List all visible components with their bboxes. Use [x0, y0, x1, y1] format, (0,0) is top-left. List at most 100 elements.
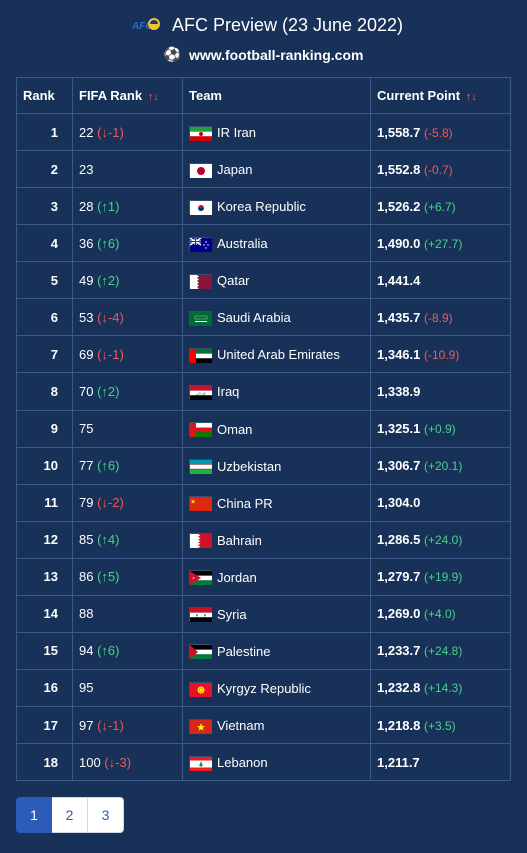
- team-name: Japan: [217, 162, 252, 177]
- rank-delta-down: (↓-1): [97, 125, 124, 140]
- table-row[interactable]: 328 (↑1)Korea Republic1,526.2 (+6.7): [17, 188, 511, 225]
- table-row[interactable]: 1695 Kyrgyz Republic1,232.8 (+14.3): [17, 669, 511, 706]
- cell-fifa-rank: 95: [73, 669, 183, 706]
- flag-icon: الله اكبر: [189, 385, 211, 399]
- col-rank[interactable]: Rank: [17, 78, 73, 114]
- cell-team: Uzbekistan: [183, 447, 371, 484]
- rank-delta-down: (↓-1): [97, 718, 124, 733]
- rank-delta-down: (↓-1): [97, 347, 124, 362]
- sort-icon[interactable]: ↑↓: [148, 91, 159, 103]
- cell-team: Palestine: [183, 632, 371, 669]
- cell-rank: 4: [17, 225, 73, 262]
- page-link[interactable]: 2: [52, 797, 88, 833]
- cell-fifa-rank: 97 (↓-1): [73, 707, 183, 744]
- cell-team: Bahrain: [183, 521, 371, 558]
- cell-points: 1,269.0 (+4.0): [371, 595, 511, 632]
- flag-icon: [189, 237, 211, 251]
- cell-team: Syria: [183, 595, 371, 632]
- cell-fifa-rank: 49 (↑2): [73, 262, 183, 299]
- flag-icon: [189, 756, 211, 770]
- flag-icon: [189, 348, 211, 362]
- table-row[interactable]: 1285 (↑4)Bahrain1,286.5 (+24.0): [17, 521, 511, 558]
- team-name: Uzbekistan: [217, 459, 281, 474]
- team-name: Qatar: [217, 273, 250, 288]
- table-row[interactable]: 1488 Syria1,269.0 (+4.0): [17, 595, 511, 632]
- table-row[interactable]: 436 (↑6)Australia1,490.0 (+27.7): [17, 225, 511, 262]
- table-row[interactable]: 1594 (↑6)Palestine1,233.7 (+24.8): [17, 632, 511, 669]
- cell-points: 1,552.8 (-0.7): [371, 151, 511, 188]
- table-row[interactable]: 1386 (↑5)Jordan1,279.7 (+19.9): [17, 558, 511, 595]
- cell-rank: 13: [17, 558, 73, 595]
- cell-rank: 18: [17, 744, 73, 781]
- team-name: China PR: [217, 496, 273, 511]
- svg-text:الله اكبر: الله اكبر: [195, 392, 206, 396]
- team-name: Saudi Arabia: [217, 310, 291, 325]
- col-fifa-rank[interactable]: FIFA Rank ↑↓: [73, 78, 183, 114]
- cell-fifa-rank: 77 (↑6): [73, 447, 183, 484]
- points-delta-up: (+6.7): [424, 200, 456, 214]
- cell-points: 1,304.0: [371, 484, 511, 521]
- table-row[interactable]: 549 (↑2) Qatar 1,441.4: [17, 262, 511, 299]
- cell-points: 1,490.0 (+27.7): [371, 225, 511, 262]
- flag-icon: [189, 200, 211, 214]
- cell-rank: 5: [17, 262, 73, 299]
- col-points[interactable]: Current Point ↑↓: [371, 78, 511, 114]
- cell-team: Australia: [183, 225, 371, 262]
- team-name: Syria: [217, 607, 247, 622]
- cell-fifa-rank: 79 (↓-2): [73, 484, 183, 521]
- cell-rank: 7: [17, 336, 73, 373]
- table-row[interactable]: 870 (↑2)الله اكبرIraq1,338.9: [17, 373, 511, 410]
- cell-fifa-rank: 86 (↑5): [73, 558, 183, 595]
- site-url[interactable]: www.football-ranking.com: [189, 47, 364, 63]
- cell-points: 1,211.7: [371, 744, 511, 781]
- table-row[interactable]: 769 (↓-1)United Arab Emirates1,346.1 (-1…: [17, 336, 511, 373]
- page-title-row: AFC AFC Preview (23 June 2022): [16, 14, 511, 36]
- col-team[interactable]: Team: [183, 78, 371, 114]
- points-delta-down: (-8.9): [424, 311, 453, 325]
- cell-rank: 6: [17, 299, 73, 336]
- table-row[interactable]: 653 (↓-4)Saudi Arabia1,435.7 (-8.9): [17, 299, 511, 336]
- cell-points: 1,346.1 (-10.9): [371, 336, 511, 373]
- cell-team: Korea Republic: [183, 188, 371, 225]
- rank-delta-up: (↑6): [97, 458, 119, 473]
- ranking-table: Rank FIFA Rank ↑↓ Team Current Point ↑↓ …: [16, 77, 511, 781]
- team-name: United Arab Emirates: [217, 347, 340, 362]
- table-row[interactable]: 1077 (↑6)Uzbekistan1,306.7 (+20.1): [17, 447, 511, 484]
- team-name: IR Iran: [217, 125, 256, 140]
- cell-fifa-rank: 22 (↓-1): [73, 114, 183, 151]
- cell-rank: 16: [17, 669, 73, 706]
- team-name: Palestine: [217, 644, 270, 659]
- flag-icon: [189, 311, 211, 325]
- flag-icon: [189, 126, 211, 140]
- cell-team: Vietnam: [183, 707, 371, 744]
- cell-fifa-rank: 94 (↑6): [73, 632, 183, 669]
- rank-delta-up: (↑5): [97, 569, 119, 584]
- table-row[interactable]: 1179 (↓-2)China PR1,304.0: [17, 484, 511, 521]
- rank-delta-down: (↓-3): [104, 755, 131, 770]
- cell-points: 1,441.4: [371, 262, 511, 299]
- table-header-row: Rank FIFA Rank ↑↓ Team Current Point ↑↓: [17, 78, 511, 114]
- cell-points: 1,558.7 (-5.8): [371, 114, 511, 151]
- page-link[interactable]: 3: [88, 797, 124, 833]
- table-row[interactable]: 122 (↓-1)IR Iran1,558.7 (-5.8): [17, 114, 511, 151]
- flag-icon: [189, 422, 211, 436]
- cell-team: Oman: [183, 410, 371, 447]
- table-row[interactable]: 18100 (↓-3)Lebanon1,211.7: [17, 744, 511, 781]
- team-name: Oman: [217, 422, 252, 437]
- page-link[interactable]: 1: [16, 797, 52, 833]
- table-row[interactable]: 975 Oman1,325.1 (+0.9): [17, 410, 511, 447]
- rank-delta-up: (↑6): [97, 643, 119, 658]
- points-delta-down: (-5.8): [424, 126, 453, 140]
- points-delta-down: (-0.7): [424, 163, 453, 177]
- cell-points: 1,279.7 (+19.9): [371, 558, 511, 595]
- cell-fifa-rank: 28 (↑1): [73, 188, 183, 225]
- cell-points: 1,286.5 (+24.0): [371, 521, 511, 558]
- table-row[interactable]: 1797 (↓-1)Vietnam1,218.8 (+3.5): [17, 707, 511, 744]
- cell-rank: 2: [17, 151, 73, 188]
- table-row[interactable]: 223 Japan1,552.8 (-0.7): [17, 151, 511, 188]
- cell-points: 1,526.2 (+6.7): [371, 188, 511, 225]
- points-delta-up: (+24.8): [424, 644, 462, 658]
- cell-points: 1,338.9: [371, 373, 511, 410]
- points-delta-up: (+3.5): [424, 719, 456, 733]
- sort-icon[interactable]: ↑↓: [466, 91, 477, 103]
